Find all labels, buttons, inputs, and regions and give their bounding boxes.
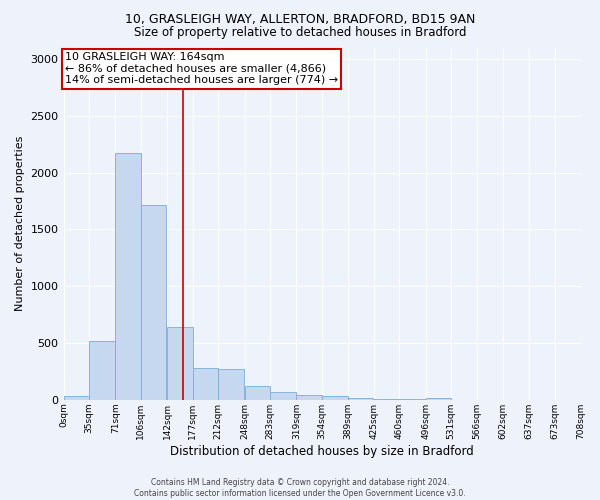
Bar bbox=[89, 340, 115, 400]
Bar bbox=[218, 368, 244, 400]
Bar bbox=[245, 386, 270, 400]
Bar bbox=[64, 396, 89, 400]
Y-axis label: Number of detached properties: Number of detached properties bbox=[15, 136, 25, 312]
Bar bbox=[400, 399, 425, 400]
Text: 10 GRASLEIGH WAY: 164sqm
← 86% of detached houses are smaller (4,866)
14% of sem: 10 GRASLEIGH WAY: 164sqm ← 86% of detach… bbox=[65, 52, 338, 85]
Bar bbox=[322, 396, 347, 400]
Bar bbox=[296, 395, 322, 400]
Bar bbox=[426, 398, 451, 400]
Bar bbox=[115, 152, 141, 400]
Bar bbox=[347, 398, 373, 400]
Bar bbox=[374, 398, 400, 400]
Text: Contains HM Land Registry data © Crown copyright and database right 2024.
Contai: Contains HM Land Registry data © Crown c… bbox=[134, 478, 466, 498]
Bar bbox=[141, 206, 166, 400]
Text: 10, GRASLEIGH WAY, ALLERTON, BRADFORD, BD15 9AN: 10, GRASLEIGH WAY, ALLERTON, BRADFORD, B… bbox=[125, 12, 475, 26]
Text: Size of property relative to detached houses in Bradford: Size of property relative to detached ho… bbox=[134, 26, 466, 39]
Bar bbox=[167, 327, 193, 400]
Bar bbox=[193, 368, 218, 400]
Bar bbox=[270, 392, 296, 400]
X-axis label: Distribution of detached houses by size in Bradford: Distribution of detached houses by size … bbox=[170, 444, 474, 458]
